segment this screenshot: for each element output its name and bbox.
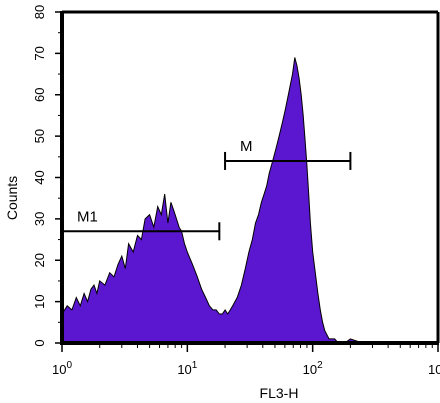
y-tick-label: 70: [32, 46, 47, 60]
y-tick-label: 10: [32, 294, 47, 308]
x-tick-label: 103: [428, 360, 440, 377]
y-tick-label: 40: [32, 170, 47, 184]
x-tick-exponent: 2: [317, 360, 323, 371]
y-axis-title: Counts: [4, 176, 20, 220]
x-axis-title: FL3-H: [260, 385, 299, 401]
y-tick-label: 50: [32, 129, 47, 143]
histogram-area: [61, 57, 438, 344]
y-tick-label: 20: [32, 253, 47, 267]
x-tick-exponent: 0: [66, 360, 72, 371]
histogram-area-layer: [61, 57, 438, 344]
y-tick-label: 60: [32, 88, 47, 102]
tick-layer: 01020304050607080100101102103: [32, 5, 440, 377]
marker-layer: M1 M: [61, 138, 352, 241]
gate-label-m: M: [240, 138, 253, 155]
gate-label-m1: M1: [77, 208, 98, 225]
x-tick-exponent: 1: [192, 360, 198, 371]
y-tick-label: 80: [32, 5, 47, 19]
y-tick-label: 30: [32, 212, 47, 226]
y-tick-label: 0: [32, 339, 47, 346]
